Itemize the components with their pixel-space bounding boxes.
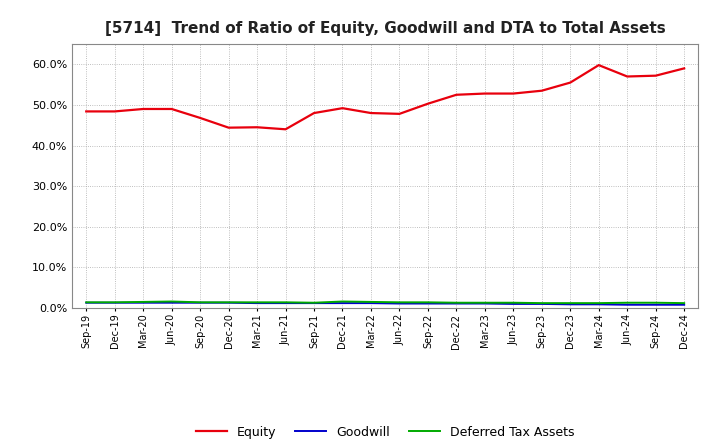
Legend: Equity, Goodwill, Deferred Tax Assets: Equity, Goodwill, Deferred Tax Assets — [196, 426, 575, 439]
Goodwill — [680, 302, 688, 308]
Equity — [395, 111, 404, 117]
Deferred Tax Assets — [680, 301, 688, 306]
Deferred Tax Assets — [537, 301, 546, 306]
Deferred Tax Assets — [338, 299, 347, 304]
Deferred Tax Assets — [595, 301, 603, 306]
Equity — [623, 74, 631, 79]
Goodwill — [82, 300, 91, 305]
Equity — [139, 106, 148, 112]
Goodwill — [566, 302, 575, 307]
Deferred Tax Assets — [282, 300, 290, 305]
Equity — [225, 125, 233, 130]
Equity — [167, 106, 176, 112]
Equity — [196, 115, 204, 121]
Equity — [110, 109, 119, 114]
Goodwill — [196, 300, 204, 305]
Goodwill — [225, 300, 233, 305]
Deferred Tax Assets — [366, 299, 375, 304]
Equity — [680, 66, 688, 71]
Goodwill — [452, 301, 461, 306]
Goodwill — [338, 301, 347, 306]
Deferred Tax Assets — [82, 300, 91, 305]
Equity — [652, 73, 660, 78]
Equity — [509, 91, 518, 96]
Deferred Tax Assets — [480, 300, 489, 305]
Line: Goodwill: Goodwill — [86, 303, 684, 305]
Equity — [310, 110, 318, 116]
Line: Equity: Equity — [86, 65, 684, 129]
Title: [5714]  Trend of Ratio of Equity, Goodwill and DTA to Total Assets: [5714] Trend of Ratio of Equity, Goodwil… — [105, 21, 665, 36]
Deferred Tax Assets — [652, 300, 660, 305]
Equity — [566, 80, 575, 85]
Equity — [537, 88, 546, 93]
Deferred Tax Assets — [452, 300, 461, 305]
Equity — [82, 109, 91, 114]
Deferred Tax Assets — [395, 300, 404, 305]
Line: Deferred Tax Assets: Deferred Tax Assets — [86, 301, 684, 303]
Equity — [595, 62, 603, 68]
Deferred Tax Assets — [139, 299, 148, 304]
Goodwill — [366, 301, 375, 306]
Goodwill — [253, 301, 261, 306]
Deferred Tax Assets — [167, 299, 176, 304]
Deferred Tax Assets — [196, 300, 204, 305]
Goodwill — [595, 302, 603, 307]
Deferred Tax Assets — [110, 300, 119, 305]
Goodwill — [139, 300, 148, 305]
Deferred Tax Assets — [423, 300, 432, 305]
Goodwill — [395, 301, 404, 306]
Goodwill — [652, 302, 660, 308]
Goodwill — [310, 301, 318, 306]
Equity — [338, 106, 347, 111]
Deferred Tax Assets — [509, 300, 518, 305]
Deferred Tax Assets — [623, 300, 631, 305]
Equity — [366, 110, 375, 116]
Goodwill — [509, 301, 518, 307]
Equity — [452, 92, 461, 97]
Equity — [282, 127, 290, 132]
Goodwill — [423, 301, 432, 306]
Goodwill — [167, 300, 176, 305]
Goodwill — [537, 301, 546, 307]
Equity — [480, 91, 489, 96]
Deferred Tax Assets — [310, 300, 318, 305]
Goodwill — [110, 300, 119, 305]
Equity — [253, 125, 261, 130]
Goodwill — [623, 302, 631, 308]
Equity — [423, 101, 432, 106]
Deferred Tax Assets — [225, 300, 233, 305]
Goodwill — [480, 301, 489, 306]
Goodwill — [282, 301, 290, 306]
Deferred Tax Assets — [253, 300, 261, 305]
Deferred Tax Assets — [566, 301, 575, 306]
